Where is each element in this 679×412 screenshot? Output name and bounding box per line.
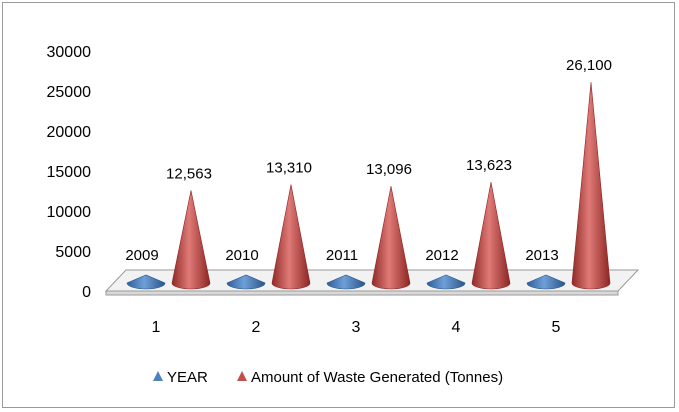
legend-label-waste: Amount of Waste Generated (Tonnes) xyxy=(251,369,503,386)
legend-label-year: YEAR xyxy=(167,369,208,386)
y-tick-label: 30000 xyxy=(47,44,92,61)
waste-cone-2 xyxy=(271,184,311,290)
year-cone-1 xyxy=(126,274,166,290)
waste-cone-5 xyxy=(571,82,611,290)
y-tick-label: 25000 xyxy=(47,84,92,101)
y-tick-label: 15000 xyxy=(47,164,92,181)
year-cone-4 xyxy=(426,274,466,290)
x-tick-label: 3 xyxy=(352,319,361,336)
waste-data-label-4: 13,623 xyxy=(466,157,512,174)
chart-frame xyxy=(2,2,675,408)
waste-data-label-2: 13,310 xyxy=(266,160,312,177)
x-tick-label: 5 xyxy=(552,319,561,336)
y-tick-label: 10000 xyxy=(47,204,92,221)
waste-cone-3 xyxy=(371,186,411,290)
year-data-label-2: 2010 xyxy=(225,247,258,264)
waste-data-label-3: 13,096 xyxy=(366,161,412,178)
year-data-label-3: 2011 xyxy=(326,247,358,264)
legend-marker-year xyxy=(153,371,163,381)
year-cone-3 xyxy=(326,274,366,290)
waste-data-label-1: 12,563 xyxy=(166,165,212,182)
x-tick-label: 2 xyxy=(252,319,261,336)
y-tick-label: 5000 xyxy=(55,244,91,261)
year-data-label-4: 2012 xyxy=(425,247,458,264)
year-data-label-1: 2009 xyxy=(125,247,158,264)
year-cone-5 xyxy=(526,274,566,290)
x-tick-label: 1 xyxy=(152,319,161,336)
waste-data-label-5: 26,100 xyxy=(566,57,612,74)
x-tick-label: 4 xyxy=(452,319,461,336)
y-tick-label: 0 xyxy=(82,284,91,301)
y-tick-label: 20000 xyxy=(47,124,92,141)
year-data-label-5: 2013 xyxy=(525,247,558,264)
chart-floor-edge xyxy=(105,290,619,296)
waste-cone-1 xyxy=(171,190,211,290)
waste-cone-4 xyxy=(471,181,511,290)
legend-marker-waste xyxy=(237,371,247,381)
year-cone-2 xyxy=(226,274,266,290)
